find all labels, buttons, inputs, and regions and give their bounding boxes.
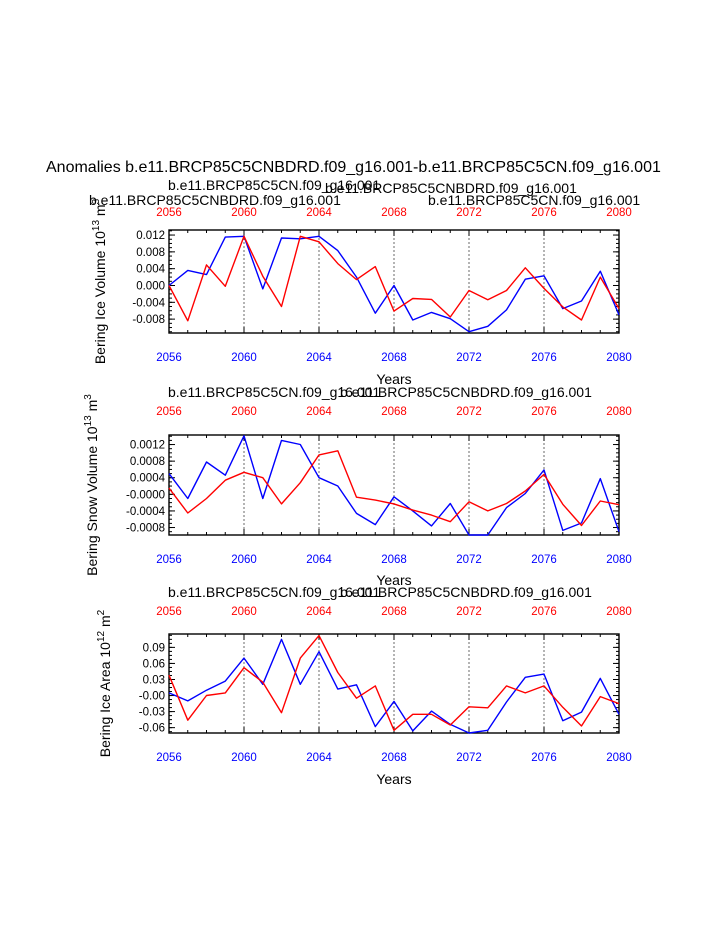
x-tick-label-bottom: 2076 <box>531 752 557 764</box>
x-tick-label-top: 2076 <box>531 406 557 418</box>
y-tick-label: -0.03 <box>139 707 165 719</box>
panel-title-blue: b.e11.BRCP85C5CNBDRD.f09_g16.001 <box>89 192 341 208</box>
y-tick-label: 0.09 <box>143 642 165 654</box>
x-tick-label-bottom: 2056 <box>156 352 182 364</box>
panel-title-red-overlap: b.e11.BRCP85C5CN.f09_g16.001 <box>428 192 640 208</box>
x-tick-label-top: 2080 <box>606 606 632 618</box>
panel-title-red: b.e11.BRCP85C5CN.f09_g16.001 <box>168 384 380 400</box>
x-tick-label-top: 2064 <box>306 207 332 219</box>
y-tick-label: 0.0004 <box>130 473 166 485</box>
x-tick-label-top: 2064 <box>306 606 332 618</box>
y-tick-label: 0.06 <box>143 658 165 670</box>
x-tick-label-top: 2068 <box>381 207 407 219</box>
chart-panel-2: 0.0012 0.0008 0.0004 -0.0000 -0.0004 -0.0008 2… <box>83 384 632 588</box>
x-tick-label-bottom: 2056 <box>156 752 182 764</box>
y-tick-label: -0.0004 <box>126 506 166 518</box>
x-tick-label-bottom: 2068 <box>381 554 407 566</box>
x-tick-label-bottom: 2064 <box>306 752 332 764</box>
series-line <box>168 235 620 322</box>
x-tick-label-top: 2076 <box>531 606 557 618</box>
x-tick-label-bottom: 2072 <box>456 752 482 764</box>
y-axis-label: Bering Snow Volume 1013 m3 <box>83 394 100 576</box>
y-tick-label: -0.0000 <box>126 489 165 501</box>
x-axis-label: Years <box>376 572 411 588</box>
x-tick-label-bottom: 2068 <box>381 352 407 364</box>
chart-panel-1: 0.012 0.008 0.004 0.000 -0.004 -0.008 2056 2056… <box>89 177 640 387</box>
plot-frame <box>168 229 620 334</box>
x-tick-label-top: 2056 <box>156 606 182 618</box>
x-tick-label-top: 2076 <box>531 207 557 219</box>
y-tick-label: 0.0012 <box>130 440 165 452</box>
x-tick-label-top: 2072 <box>456 207 482 219</box>
x-tick-label-top: 2060 <box>231 606 257 618</box>
series-line <box>168 638 620 734</box>
y-tick-label: 0.0008 <box>130 456 165 468</box>
x-tick-label-bottom: 2064 <box>306 352 332 364</box>
page-title: Anomalies b.e11.BRCP85C5CNBDRD.f09_g16.0… <box>46 159 661 176</box>
panel-title-red: b.e11.BRCP85C5CN.f09_g16.001 <box>168 177 380 193</box>
x-axis-label: Years <box>376 771 411 787</box>
y-tick-label: 0.03 <box>143 674 165 686</box>
x-tick-label-bottom: 2068 <box>381 752 407 764</box>
x-tick-label-top: 2072 <box>456 606 482 618</box>
x-tick-label-top: 2072 <box>456 406 482 418</box>
panel-title-blue-overlap: b.e11.BRCP85C5CNBDRD.f09_g16.001 <box>325 180 577 196</box>
x-tick-label-top: 2060 <box>231 207 257 219</box>
y-tick-label: -0.004 <box>132 297 165 309</box>
x-tick-label-bottom: 2076 <box>531 352 557 364</box>
series-line <box>168 435 620 536</box>
series-line <box>168 634 620 731</box>
panel-title-blue: b.e11.BRCP85C5CNBDRD.f09_g16.001 <box>340 384 592 400</box>
x-tick-label-top: 2068 <box>381 606 407 618</box>
x-tick-label-bottom: 2064 <box>306 554 332 566</box>
x-tick-label-bottom: 2072 <box>456 352 482 364</box>
y-axis-label: Bering Ice Volume 1013 m3 <box>91 198 108 364</box>
y-tick-label: 0.000 <box>136 280 165 292</box>
y-tick-label: -0.06 <box>139 723 165 735</box>
x-tick-label-bottom: 2060 <box>231 554 257 566</box>
y-axis-label: Bering Ice Area 1012 m2 <box>96 609 113 757</box>
panel-title-red: b.e11.BRCP85C5CN.f09_g16.001 <box>168 584 380 600</box>
y-tick-label: 0.012 <box>136 230 165 242</box>
x-tick-label-bottom: 2076 <box>531 554 557 566</box>
x-tick-label-bottom: 2080 <box>606 752 632 764</box>
x-tick-label-bottom: 2080 <box>606 554 632 566</box>
panel-title-blue: b.e11.BRCP85C5CNBDRD.f09_g16.001 <box>340 584 592 600</box>
x-tick-label-top: 2080 <box>606 406 632 418</box>
y-tick-label: -0.00 <box>139 691 165 703</box>
chart-panel-3: 0.09 0.06 0.03 -0.00 -0.03 -0.06 2056 2056 2060 2… <box>96 584 632 787</box>
x-tick-label-bottom: 2060 <box>231 352 257 364</box>
x-tick-label-bottom: 2056 <box>156 554 182 566</box>
x-tick-label-bottom: 2080 <box>606 352 632 364</box>
y-tick-label: 0.008 <box>136 247 165 259</box>
x-tick-label-top: 2080 <box>606 207 632 219</box>
y-tick-label: 0.004 <box>136 264 165 276</box>
x-tick-label-top: 2056 <box>156 406 182 418</box>
x-tick-label-top: 2060 <box>231 406 257 418</box>
x-tick-label-top: 2056 <box>156 207 182 219</box>
series-line <box>168 450 620 527</box>
x-tick-label-top: 2064 <box>306 406 332 418</box>
x-tick-label-top: 2068 <box>381 406 407 418</box>
x-tick-label-bottom: 2072 <box>456 554 482 566</box>
x-tick-label-bottom: 2060 <box>231 752 257 764</box>
x-axis-label: Years <box>376 371 411 387</box>
y-tick-label: -0.0008 <box>126 523 165 535</box>
y-tick-label: -0.008 <box>132 314 165 326</box>
